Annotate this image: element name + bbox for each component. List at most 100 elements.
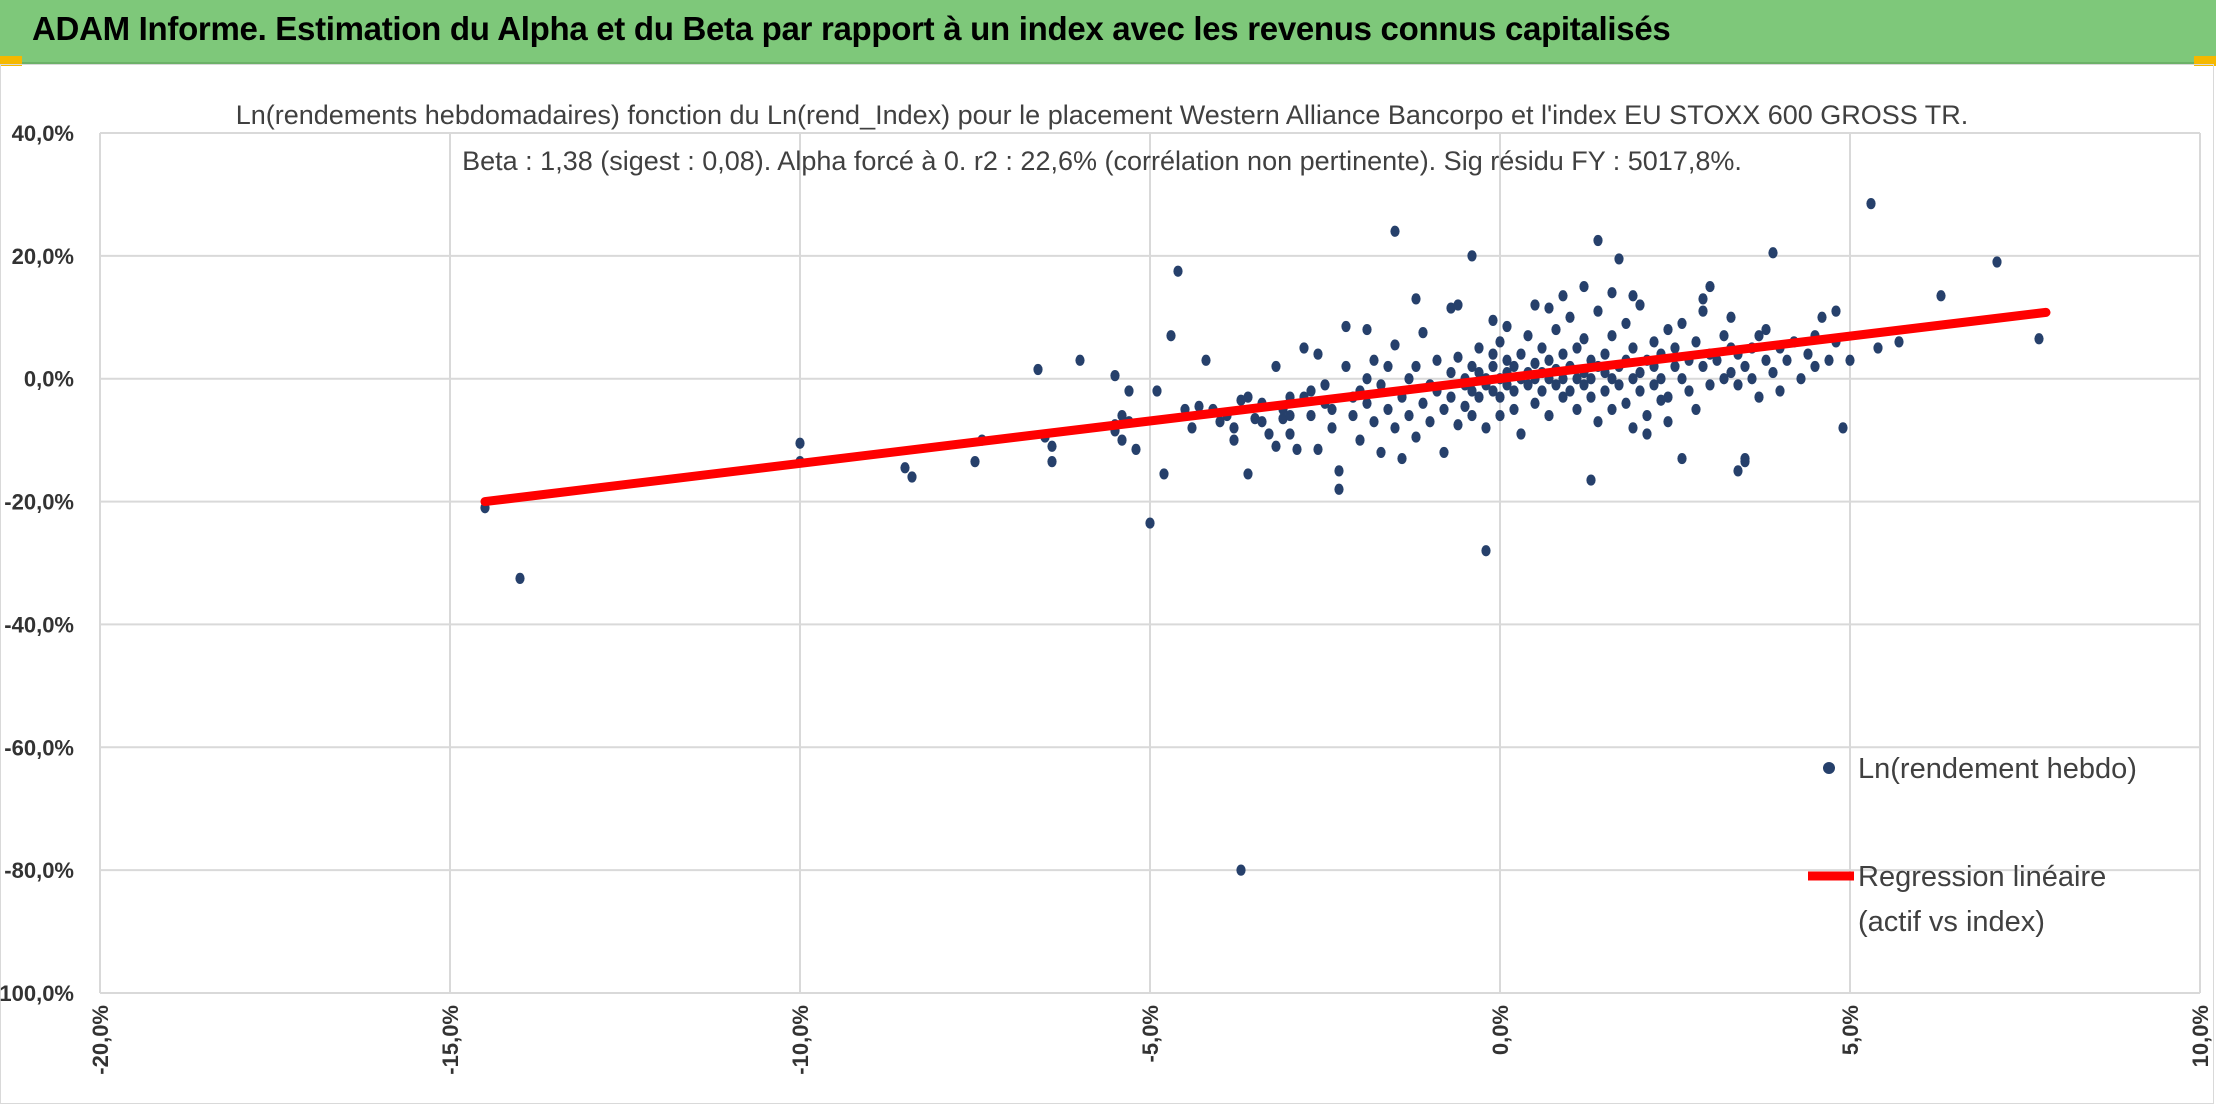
scatter-point: [1593, 305, 1603, 317]
scatter-point: [1663, 323, 1673, 336]
scatter-point: [1530, 397, 1540, 409]
scatter-point: [1803, 348, 1813, 360]
scatter-point: [1642, 428, 1652, 440]
chart-frame: [0, 64, 2214, 1104]
scatter-point: [1467, 409, 1477, 422]
scatter-point: [1607, 287, 1617, 299]
scatter-point: [1348, 409, 1358, 422]
scatter-point: [1285, 409, 1295, 422]
chart-title: Ln(rendements hebdomadaires) fonction du…: [236, 100, 1969, 176]
scatter-series: [480, 198, 2044, 876]
scatter-point: [1418, 327, 1428, 339]
scatter-point: [1537, 385, 1547, 397]
scatter-point: [1747, 373, 1757, 385]
scatter-point: [1509, 360, 1519, 373]
scatter-point: [1663, 416, 1673, 428]
scatter-point: [1376, 446, 1386, 459]
scatter-point: [1635, 385, 1645, 397]
scatter-point: [1796, 373, 1806, 385]
scatter-point: [1684, 385, 1694, 397]
scatter-point: [1488, 314, 1498, 326]
scatter-point: [1537, 342, 1547, 354]
y-axis-tick-labels: 40,0% 20,0% 0,0% -20,0% -40,0% -60,0% -80,0% -1…: [0, 121, 74, 1006]
scatter-point: [1446, 366, 1456, 379]
scatter-point: [1894, 336, 1904, 348]
scatter-point: [1719, 373, 1729, 385]
x-tick-label: -5,0%: [1138, 1005, 1163, 1062]
scatter-point: [1117, 409, 1127, 422]
scatter-point: [1194, 400, 1204, 412]
scatter-point: [1439, 403, 1449, 416]
scatter-point: [1628, 290, 1638, 302]
scatter-point: [1285, 428, 1295, 440]
scatter-point: [1628, 422, 1638, 434]
scatter-point: [1467, 360, 1477, 373]
scatter-point: [900, 462, 910, 474]
scatter-point: [1754, 391, 1764, 403]
scatter-point: [1243, 391, 1253, 403]
y-tick-label: 40,0%: [12, 121, 74, 146]
scatter-point: [1628, 342, 1638, 354]
legend-label-line-1: Regression linéaire: [1858, 861, 2106, 893]
scatter-point: [1362, 323, 1372, 336]
x-axis-tick-labels: -20,0% -15,0% -10,0% -5,0% 0,0% 5,0% 10,0%: [88, 1005, 2213, 1075]
corner-marker-right: [2194, 56, 2216, 66]
scatter-point: [1817, 311, 1827, 323]
scatter-point: [1033, 363, 1043, 376]
scatter-point: [1460, 400, 1470, 412]
scatter-point: [1131, 443, 1141, 455]
scatter-point: [1369, 354, 1379, 366]
scatter-point: [1306, 409, 1316, 422]
scatter-point: [1782, 354, 1792, 366]
scatter-point: [1768, 366, 1778, 379]
scatter-point: [1586, 391, 1596, 403]
scatter-point: [795, 437, 805, 449]
scatter-point: [1733, 379, 1743, 391]
scatter-point: [1579, 280, 1589, 293]
y-tick-label: -80,0%: [4, 858, 74, 883]
scatter-point: [1642, 409, 1652, 422]
scatter-point: [1768, 247, 1778, 259]
scatter-point: [1635, 366, 1645, 379]
scatter-point: [1229, 422, 1239, 434]
scatter-point: [1299, 342, 1309, 354]
scatter-point: [1446, 302, 1456, 314]
scatter-point: [1649, 379, 1659, 391]
scatter-point: [1719, 330, 1729, 342]
scatter-point: [1110, 370, 1120, 382]
scatter-point: [1453, 419, 1463, 431]
scatter-point: [1488, 348, 1498, 360]
scatter-point: [1124, 385, 1134, 397]
chart-title-line-2: Beta : 1,38 (sigest : 0,08). Alpha forcé…: [462, 146, 1742, 176]
scatter-point: [1992, 256, 2002, 268]
scatter-point: [1600, 348, 1610, 360]
scatter-point: [1117, 434, 1127, 446]
scatter-point: [1740, 360, 1750, 373]
scatter-point: [1313, 348, 1323, 360]
scatter-point: [1712, 354, 1722, 366]
scatter-point: [1607, 403, 1617, 416]
x-tick-label: 10,0%: [2188, 1005, 2213, 1067]
scatter-point: [2034, 333, 2044, 345]
scatter-point: [1509, 385, 1519, 397]
scatter-point: [1047, 440, 1057, 452]
legend-label-line-2: (actif vs index): [1858, 906, 2045, 938]
scatter-point: [1649, 336, 1659, 348]
scatter-point: [1873, 342, 1883, 354]
scatter-point: [1726, 311, 1736, 323]
scatter-point: [1544, 354, 1554, 366]
scatter-point: [1656, 373, 1666, 385]
chart-title-line-1: Ln(rendements hebdomadaires) fonction du…: [236, 100, 1969, 130]
y-tick-label: -20,0%: [4, 490, 74, 515]
scatter-point: [1467, 250, 1477, 262]
legend-marker-scatter: [1823, 762, 1835, 774]
scatter-point: [1292, 443, 1302, 455]
scatter-point: [1691, 336, 1701, 348]
scatter-point: [1362, 397, 1372, 409]
scatter-point: [1159, 468, 1169, 480]
corner-marker-left: [0, 56, 22, 66]
scatter-point: [1166, 330, 1176, 342]
scatter-point: [1866, 198, 1876, 210]
scatter-point: [1152, 385, 1162, 397]
scatter-point: [1278, 413, 1288, 425]
